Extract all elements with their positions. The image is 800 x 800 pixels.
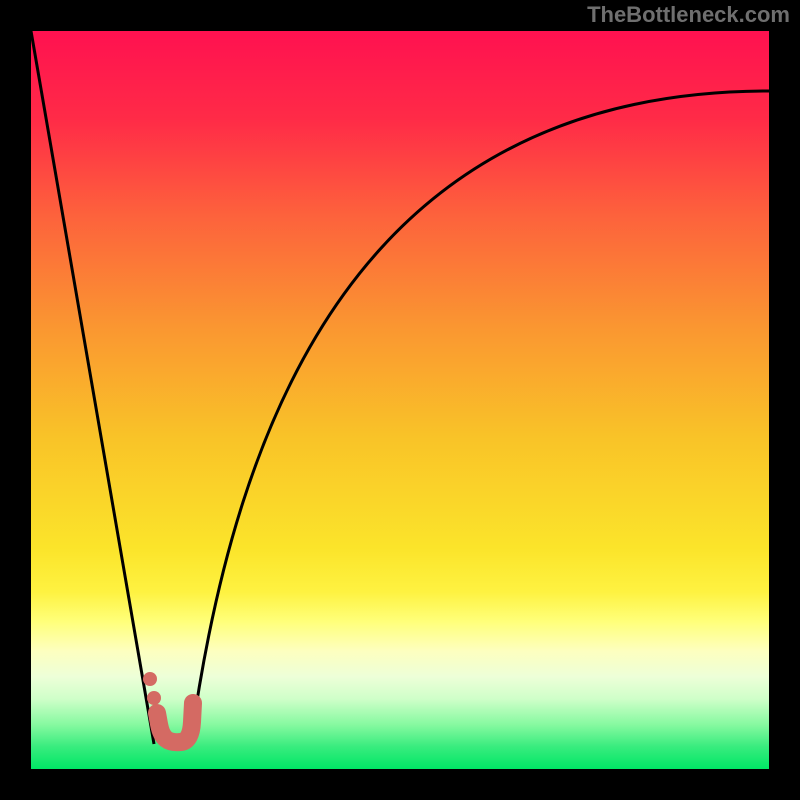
- chart-container: TheBottleneck.com: [0, 0, 800, 800]
- left-descent-curve: [31, 31, 154, 744]
- plot-area: [31, 31, 769, 769]
- trough-dot: [147, 691, 161, 705]
- curves-layer: [31, 31, 769, 769]
- watermark-text: TheBottleneck.com: [587, 2, 790, 28]
- right-rise-curve: [191, 91, 769, 741]
- trough-j-stroke: [157, 703, 193, 742]
- trough-dot: [143, 672, 157, 686]
